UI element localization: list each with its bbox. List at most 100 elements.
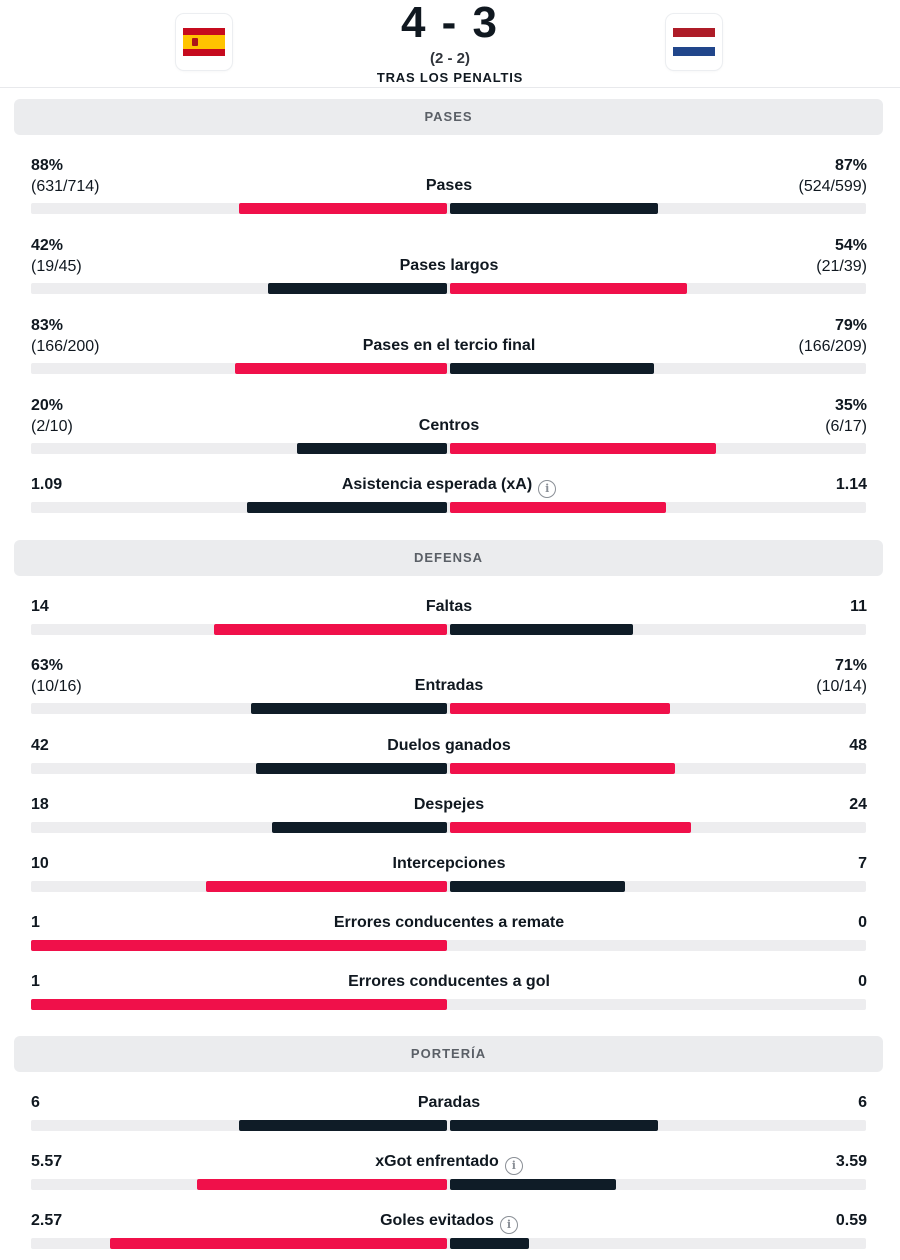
stat-label-text: Duelos ganados: [387, 737, 511, 754]
stat-label: Intercepciones: [0, 855, 898, 873]
stat-bar-track: [31, 443, 866, 454]
away-stat-bar: [450, 703, 670, 714]
away-value: 48: [849, 737, 867, 754]
stat-label: Faltas: [0, 598, 898, 616]
stat-label-text: Asistencia esperada (xA): [341, 476, 533, 493]
home-stat-bar: [31, 940, 447, 951]
home-value: 42: [31, 737, 49, 754]
home-value-detail: (2/10): [31, 418, 73, 435]
section-header-porteria: PORTERÍA: [14, 1036, 883, 1072]
home-value: 88%: [31, 157, 64, 174]
away-stat-bar: [450, 881, 625, 892]
penalties-note: TRAS LOS PENALTIS: [376, 70, 524, 85]
away-value: 54%: [834, 237, 867, 254]
stat-bar-track: [31, 1238, 866, 1249]
home-stat-bar: [297, 443, 447, 454]
away-value: 0: [858, 973, 867, 990]
stat-label-text: Entradas: [414, 677, 484, 694]
stat-label: xGot enfrentado i: [0, 1153, 898, 1175]
stat-label-text: Pases largos: [399, 257, 499, 274]
home-value: 14: [31, 598, 49, 615]
home-stat-bar: [247, 502, 447, 513]
away-value-detail: (524/599): [798, 178, 868, 195]
stat-label-text: Paradas: [417, 1094, 481, 1111]
match-header: 4 - 3 (2 - 2) TRAS LOS PENALTIS: [0, 0, 900, 88]
home-value: 6: [31, 1094, 40, 1111]
away-value: 87%: [834, 157, 867, 174]
home-value: 1: [31, 914, 40, 931]
stat-label: Goles evitados i: [0, 1212, 898, 1234]
stat-label: Errores conducentes a gol: [0, 973, 898, 991]
info-icon[interactable]: i: [499, 1216, 518, 1234]
home-stat-bar: [239, 203, 447, 214]
home-team-badge[interactable]: [176, 14, 232, 70]
away-team-badge[interactable]: [666, 14, 722, 70]
stat-bar-track: [31, 624, 866, 635]
home-value: 1: [31, 973, 40, 990]
away-value: 79%: [834, 317, 867, 334]
away-value: 1.14: [835, 476, 867, 493]
stat-label: Centros: [0, 417, 898, 435]
home-value: 18: [31, 796, 49, 813]
home-value: 10: [31, 855, 49, 872]
home-stat-bar: [235, 363, 447, 374]
stat-label-text: xGot enfrentado: [375, 1153, 499, 1170]
stat-label: Pases en el tercio final: [0, 337, 898, 355]
away-stat-bar: [450, 1120, 658, 1131]
stat-bar-track: [31, 881, 866, 892]
stat-label-text: Despejes: [413, 796, 485, 813]
home-stat-bar: [206, 881, 447, 892]
home-value-detail: (19/45): [31, 258, 82, 275]
away-value: 0: [858, 914, 867, 931]
stat-bar-track: [31, 1120, 866, 1131]
stat-label: Asistencia esperada (xA) i: [0, 476, 898, 498]
stat-bar-track: [31, 363, 866, 374]
away-value: 6: [858, 1094, 867, 1111]
away-value: 3.59: [835, 1153, 867, 1170]
stat-label: Entradas: [0, 677, 898, 695]
stat-label-text: Pases en el tercio final: [362, 337, 536, 354]
info-icon[interactable]: i: [538, 480, 557, 498]
stat-bar-track: [31, 999, 866, 1010]
match-score: 4 - 3: [400, 0, 500, 47]
away-stat-bar: [450, 1238, 529, 1249]
home-value-detail: (10/16): [31, 678, 82, 695]
section-header-defensa: DEFENSA: [14, 540, 883, 576]
stat-bar-track: [31, 940, 866, 951]
stat-label: Paradas: [0, 1094, 898, 1112]
away-stat-bar: [450, 502, 666, 513]
stat-label-text: Faltas: [425, 598, 473, 615]
stat-bar-track: [31, 822, 866, 833]
stat-label-text: Errores conducentes a gol: [348, 973, 550, 990]
home-stat-bar: [214, 624, 447, 635]
home-value: 2.57: [31, 1212, 63, 1229]
stat-bar-track: [31, 203, 866, 214]
away-value: 24: [849, 796, 867, 813]
stat-bar-track: [31, 763, 866, 774]
away-value: 7: [858, 855, 867, 872]
away-value: 35%: [834, 397, 867, 414]
away-stat-bar: [450, 443, 716, 454]
section-header-pases: PASES: [14, 99, 883, 135]
stat-label-text: Centros: [418, 417, 480, 434]
stat-bar-track: [31, 283, 866, 294]
home-value: 42%: [31, 237, 64, 254]
away-value-detail: (10/14): [816, 678, 867, 695]
away-value: 11: [850, 598, 867, 615]
home-stat-bar: [272, 822, 447, 833]
stat-label-text: Errores conducentes a remate: [333, 914, 565, 931]
home-value: 83%: [31, 317, 64, 334]
home-stat-bar: [197, 1179, 447, 1190]
away-stat-bar: [450, 203, 658, 214]
info-icon[interactable]: i: [504, 1157, 523, 1175]
stat-label-text: Intercepciones: [392, 855, 506, 872]
stat-label: Pases: [0, 177, 898, 195]
away-value: 71%: [834, 657, 867, 674]
stat-label: Errores conducentes a remate: [0, 914, 898, 932]
spain-flag-icon: [183, 28, 225, 56]
away-stat-bar: [450, 763, 675, 774]
home-value: 1.09: [31, 476, 63, 493]
home-value: 5.57: [31, 1153, 63, 1170]
stat-label: Pases largos: [0, 257, 898, 275]
stat-bar-track: [31, 1179, 866, 1190]
